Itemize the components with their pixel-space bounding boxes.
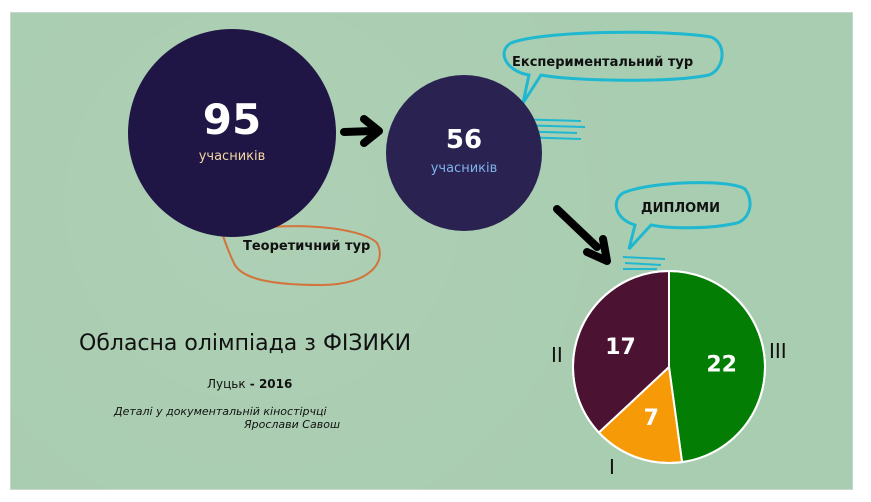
pie-outline (572, 270, 766, 464)
film-credit-line2: Ярослави Савош (244, 418, 341, 431)
stage2-label: учасників (430, 160, 498, 176)
arrow-right-icon (340, 127, 377, 136)
decoration-layer: 22 7 17 (215, 30, 766, 464)
category-label-ii: II (551, 343, 563, 367)
film-credit: Деталі у документальній кіностірчці Ярос… (114, 405, 340, 431)
stage2-circle: 56 учасників (386, 75, 542, 231)
slide: 22 7 17 95 учасників 56 учасників Теоретич… (10, 12, 853, 490)
experimental-tour-label: Експериментальний тур (512, 55, 694, 70)
city-year: Луцьк - 2016 (207, 377, 292, 391)
experimental-callout-bubble (502, 30, 724, 104)
pie-value-label-iii: 22 (706, 352, 737, 377)
stage1-circle: 95 учасників (128, 29, 336, 237)
diplomas-scribble (622, 256, 666, 270)
film-credit-line1: Деталі у документальній кіностірчці (114, 405, 327, 418)
diplomas-callout-bubble (614, 181, 752, 251)
year-text: - 2016 (245, 377, 293, 391)
page-title: Обласна олімпіада з ФІЗИКИ (79, 331, 412, 356)
experimental-scribble (510, 118, 586, 140)
diplomas-label: ДИПЛОМИ (641, 201, 721, 216)
category-label-iii: III (769, 339, 787, 363)
pie-chart: 22 7 17 (572, 269, 766, 464)
stage1-count: 95 (202, 94, 262, 144)
city-name: Луцьк (207, 377, 246, 391)
theoretical-tour-label: Теоретичний тур (243, 239, 371, 254)
category-label-i: I (609, 455, 615, 479)
pie-value-label-ii: 17 (605, 335, 636, 360)
stage1-label: учасників (198, 148, 266, 164)
stage2-count: 56 (445, 124, 483, 155)
arrow-down-right-icon (553, 205, 601, 251)
pie-value-label-i: 7 (644, 406, 659, 431)
